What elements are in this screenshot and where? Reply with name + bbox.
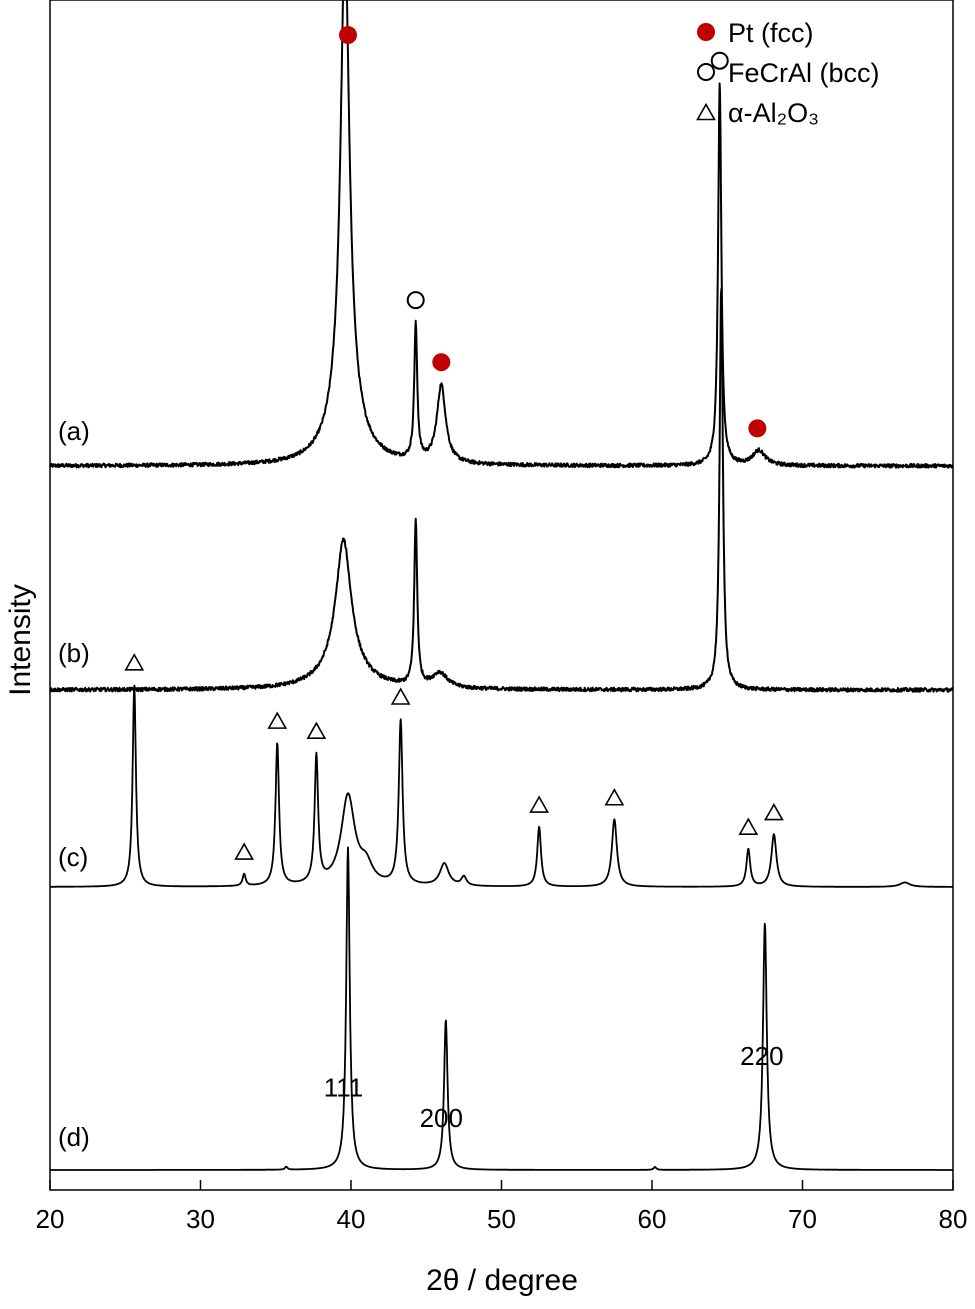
alumina-marker bbox=[124, 653, 145, 671]
series-label: (b) bbox=[58, 638, 90, 668]
alumina-marker bbox=[306, 721, 327, 739]
series-line-1 bbox=[49, 287, 954, 693]
series-label: (a) bbox=[58, 416, 90, 446]
alumina-marker bbox=[529, 795, 549, 813]
alumina-marker bbox=[234, 842, 255, 860]
series-line-2 bbox=[49, 684, 954, 888]
x-tick-label: 70 bbox=[788, 1204, 817, 1234]
plot-frame bbox=[49, 0, 954, 1191]
legend-marker bbox=[696, 102, 716, 121]
alumina-marker bbox=[390, 687, 411, 705]
x-tick-label: 30 bbox=[186, 1204, 215, 1234]
series-label: (c) bbox=[58, 842, 88, 872]
series-line-3 bbox=[49, 846, 954, 1171]
alumina-marker bbox=[738, 817, 759, 835]
hkl-label: 111 bbox=[324, 1072, 364, 1102]
legend-marker bbox=[697, 63, 715, 81]
series-line-0 bbox=[49, 0, 954, 469]
x-tick-label: 50 bbox=[487, 1204, 516, 1234]
x-tick-label: 80 bbox=[939, 1204, 968, 1234]
fecral-marker bbox=[406, 291, 425, 310]
legend: Pt (fcc) FeCrAl (bcc) α-Al₂O₃ bbox=[696, 18, 880, 128]
legend-marker bbox=[697, 23, 715, 41]
hkl-label: 200 bbox=[420, 1103, 463, 1133]
legend-label: FeCrAl (bcc) bbox=[728, 58, 880, 88]
x-tick-label: 40 bbox=[337, 1204, 366, 1234]
series-layer: (a) (b) (c) (d) bbox=[49, 0, 954, 1171]
alumina-marker bbox=[764, 802, 784, 821]
marker-layer bbox=[124, 26, 784, 860]
alumina-marker bbox=[267, 711, 288, 729]
x-tick-label: 60 bbox=[638, 1204, 667, 1234]
alumina-marker bbox=[604, 788, 625, 806]
annotation-layer: 111 200 220 bbox=[324, 1041, 784, 1133]
x-axis-ticks: 20 30 40 50 60 70 80 bbox=[36, 1180, 968, 1234]
fecral-marker bbox=[710, 51, 729, 70]
x-axis-label: 2θ / degree bbox=[426, 1264, 578, 1297]
series-label: (d) bbox=[58, 1122, 90, 1152]
y-axis-label: Intensity bbox=[4, 584, 37, 696]
pt-marker bbox=[338, 26, 357, 45]
legend-label: Pt (fcc) bbox=[728, 18, 814, 48]
pt-marker bbox=[432, 353, 451, 372]
x-tick-label: 20 bbox=[36, 1204, 65, 1234]
hkl-label: 220 bbox=[740, 1041, 783, 1071]
pt-marker bbox=[748, 419, 767, 438]
legend-label: α-Al₂O₃ bbox=[728, 98, 819, 128]
